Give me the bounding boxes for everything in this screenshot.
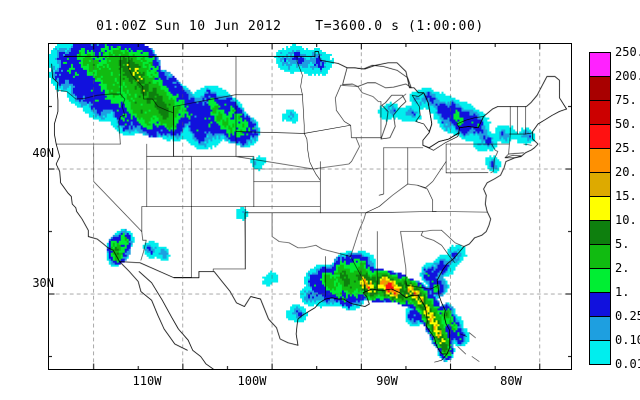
colorbar-swatch: [589, 268, 611, 293]
colorbar-swatch: [589, 220, 611, 245]
colorbar-label: 10.: [615, 213, 637, 227]
colorbar: [589, 52, 611, 365]
colorbar-swatch: [589, 124, 611, 149]
colorbar-swatch: [589, 52, 611, 77]
colorbar-label: 75.: [615, 93, 637, 107]
colorbar-swatch: [589, 100, 611, 125]
x-axis-tick-100w: 100W: [237, 374, 267, 388]
x-axis-tick-90w: 90W: [376, 374, 398, 388]
colorbar-swatch: [589, 244, 611, 269]
x-axis-tick-110w: 110W: [132, 374, 162, 388]
colorbar-label: 20.: [615, 165, 637, 179]
colorbar-label: 5.: [615, 237, 630, 251]
y-axis-tick-30n: 30N: [32, 276, 54, 290]
colorbar-swatch: [589, 76, 611, 101]
colorbar-label: 0.01: [615, 357, 640, 371]
colorbar-label: 1.: [615, 285, 630, 299]
colorbar-label: 0.10: [615, 333, 640, 347]
colorbar-swatch: [589, 148, 611, 173]
colorbar-label: 25.: [615, 141, 637, 155]
colorbar-swatch: [589, 172, 611, 197]
figure-title: 01:00Z Sun 10 Jun 2012 T=3600.0 s (1:00:…: [96, 19, 484, 34]
colorbar-label: 2.: [615, 261, 630, 275]
colorbar-label: 200.: [615, 69, 640, 83]
colorbar-label: 250.: [615, 45, 640, 59]
map-plot-area: [48, 43, 572, 370]
colorbar-swatch: [589, 316, 611, 341]
colorbar-swatch: [589, 292, 611, 317]
precipitation-map-canvas: [49, 44, 571, 369]
colorbar-label: 0.25: [615, 309, 640, 323]
colorbar-swatch: [589, 340, 611, 365]
y-axis-tick-40n: 40N: [32, 146, 54, 160]
colorbar-label: 15.: [615, 189, 637, 203]
colorbar-swatch: [589, 196, 611, 221]
colorbar-label: 50.: [615, 117, 637, 131]
x-axis-tick-80w: 80W: [500, 374, 522, 388]
